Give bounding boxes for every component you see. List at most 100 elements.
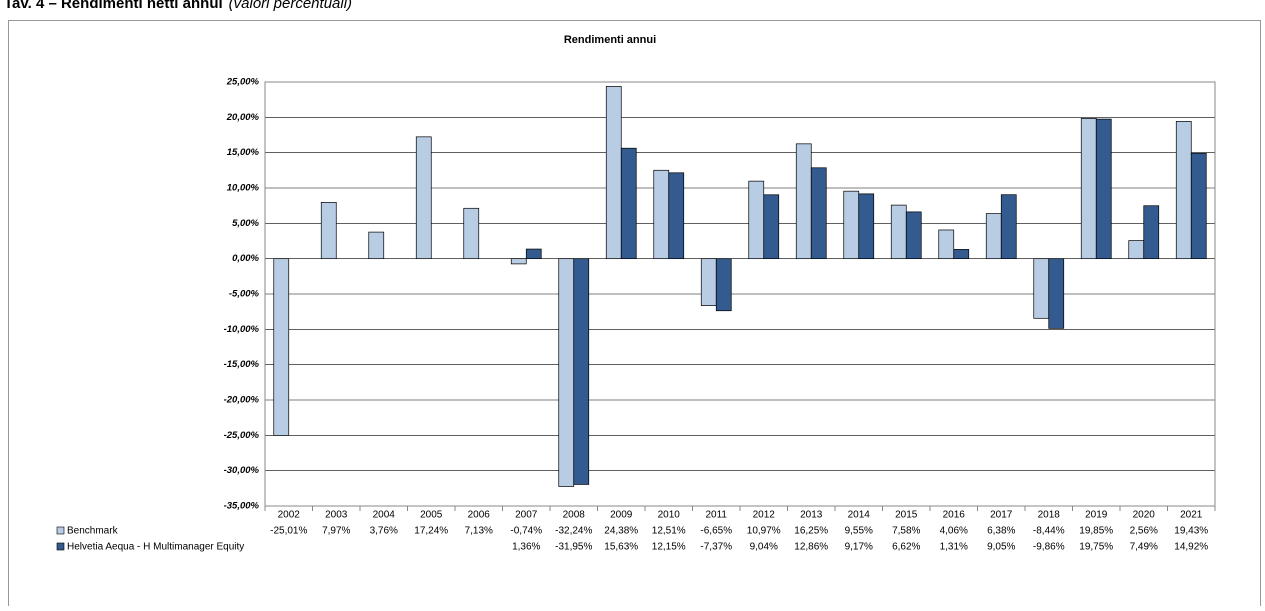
chart-title: Rendimenti annui — [564, 34, 656, 46]
x-tick-label: 2014 — [848, 510, 871, 521]
data-table-value: 12,86% — [794, 542, 828, 553]
bar — [985, 213, 1002, 260]
data-table-value: 12,15% — [652, 542, 686, 553]
y-tick-label: 20,00% — [226, 112, 260, 123]
x-tick-label: 2021 — [1180, 510, 1203, 521]
data-table-value: -31,95% — [555, 542, 592, 553]
bar — [1128, 240, 1145, 260]
data-table-value: 3,76% — [370, 526, 398, 537]
bar — [368, 231, 385, 260]
x-tick-label: 2015 — [895, 510, 918, 521]
y-tick-label: -15,00% — [224, 359, 260, 370]
data-table-value: -32,24% — [555, 526, 592, 537]
data-table-value: 19,85% — [1079, 526, 1113, 537]
x-tick-label: 2009 — [610, 510, 633, 521]
bar — [715, 258, 732, 312]
bar — [953, 249, 970, 260]
bar — [415, 136, 432, 260]
bar — [1080, 118, 1097, 260]
y-tick-label: -10,00% — [224, 324, 260, 335]
y-tick-label: 25,00% — [226, 77, 260, 88]
data-table-value: 9,05% — [987, 542, 1015, 553]
x-tick-label: 2011 — [705, 510, 727, 521]
data-table-value: 19,43% — [1174, 526, 1208, 537]
x-tick-label: 2019 — [1085, 510, 1108, 521]
bar — [320, 201, 337, 260]
data-table-value: 1,36% — [512, 542, 540, 553]
data-table-value: 9,17% — [845, 542, 873, 553]
data-table-value: 6,38% — [987, 526, 1015, 537]
y-tick-label: -20,00% — [224, 395, 260, 406]
y-tick-label: -25,00% — [224, 430, 260, 441]
x-tick-label: 2017 — [990, 510, 1013, 521]
bar — [1048, 258, 1065, 329]
y-tick-label: 5,00% — [232, 218, 259, 229]
data-table-value: -7,37% — [700, 542, 732, 553]
bar — [558, 258, 575, 487]
y-tick-label: -30,00% — [224, 465, 260, 476]
legend-label: Helvetia Aequa - H Multimanager Equity — [67, 542, 244, 553]
bar — [1175, 121, 1192, 260]
x-tick-label: 2013 — [800, 510, 823, 521]
legend-label: Benchmark — [67, 526, 119, 537]
bar — [938, 229, 955, 260]
bar — [1033, 258, 1050, 319]
data-table-value: 16,25% — [794, 526, 828, 537]
legend-key — [56, 526, 65, 535]
bar — [273, 258, 290, 436]
bar — [525, 248, 542, 260]
x-tick-label: 2010 — [658, 510, 681, 521]
data-table-value: 14,92% — [1174, 542, 1208, 553]
data-table-value: 7,58% — [892, 526, 920, 537]
x-tick-label: 2016 — [943, 510, 966, 521]
data-table-value: 10,97% — [747, 526, 781, 537]
data-table-value: -6,65% — [700, 526, 732, 537]
data-table-value: 7,13% — [465, 526, 493, 537]
page-title-main: Tav. 4 – Rendimenti netti annui — [4, 0, 223, 12]
bar — [700, 258, 717, 307]
bar — [1143, 205, 1160, 260]
data-table-value: -25,01% — [270, 526, 307, 537]
bar — [843, 190, 860, 260]
y-tick-label: -35,00% — [224, 501, 260, 512]
x-tick-label: 2006 — [468, 510, 491, 521]
y-tick-label: 15,00% — [227, 147, 260, 158]
data-table-value: 6,62% — [892, 542, 920, 553]
page-subtitle: (valori percentuali) — [229, 0, 352, 12]
x-tick-label: 2018 — [1038, 510, 1061, 521]
data-table-value: 7,97% — [322, 526, 350, 537]
bar — [463, 207, 480, 260]
data-table-value: 9,55% — [845, 526, 873, 537]
bar — [605, 86, 622, 260]
data-table-value: 19,75% — [1079, 542, 1113, 553]
data-table-value: 2,56% — [1130, 526, 1158, 537]
bar — [858, 193, 875, 260]
data-table-value: 17,24% — [414, 526, 448, 537]
data-table-value: 15,63% — [604, 542, 638, 553]
x-tick-label: 2004 — [373, 510, 396, 521]
data-table-value: -8,44% — [1033, 526, 1065, 537]
data-table-value: 1,31% — [940, 542, 968, 553]
bar — [763, 194, 780, 260]
data-table-value: 9,04% — [750, 542, 778, 553]
legend-key — [56, 542, 65, 551]
data-table-value: 24,38% — [604, 526, 638, 537]
bar — [1190, 152, 1207, 260]
x-tick-label: 2002 — [278, 510, 301, 521]
y-tick-label: 0,00% — [232, 253, 259, 264]
bar — [890, 204, 907, 260]
data-table-value: -9,86% — [1033, 542, 1065, 553]
x-tick-label: 2005 — [420, 510, 443, 521]
data-table-value: 4,06% — [940, 526, 968, 537]
data-table-value: 12,51% — [652, 526, 686, 537]
x-tick-label: 2003 — [325, 510, 348, 521]
bar — [1095, 118, 1112, 260]
bar — [620, 147, 637, 260]
bar — [905, 211, 922, 260]
bar — [748, 180, 765, 260]
page-title: Tav. 4 – Rendimenti netti annui (valori p… — [4, 0, 352, 12]
x-tick-label: 2007 — [515, 510, 538, 521]
x-tick-label: 2020 — [1133, 510, 1156, 521]
data-table-value: 7,49% — [1130, 542, 1158, 553]
